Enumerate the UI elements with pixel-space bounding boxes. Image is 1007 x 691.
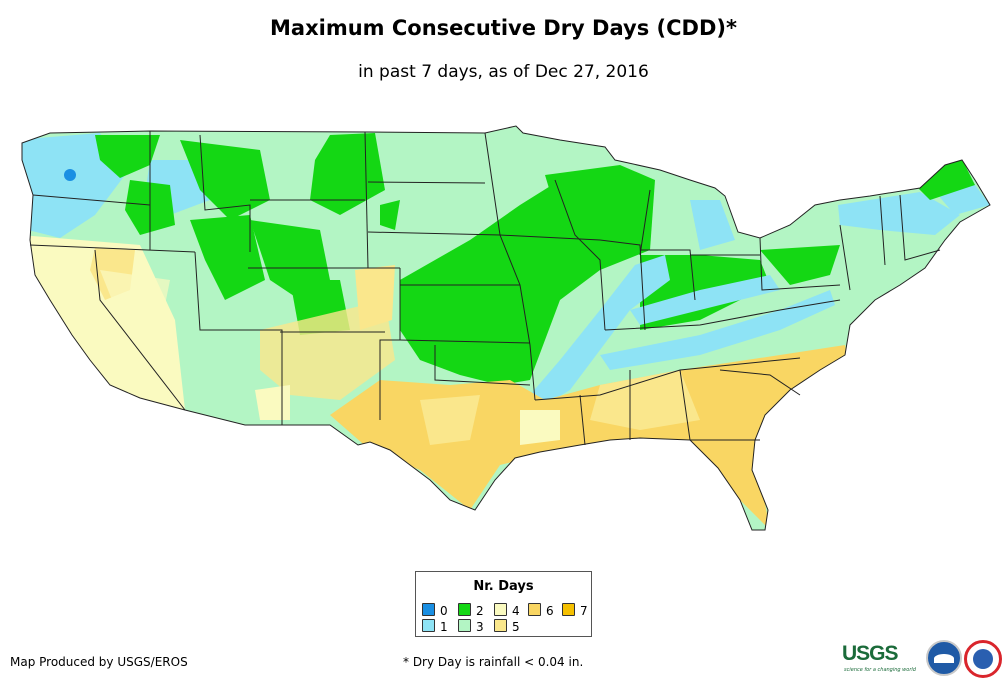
legend-item-5: 5	[494, 619, 520, 634]
cdd-map	[21, 125, 991, 531]
legend-item-4: 4	[494, 603, 520, 618]
legend-item-1: 1	[422, 619, 448, 634]
legend-swatch-1	[422, 619, 435, 632]
noaa-logo	[926, 640, 962, 676]
legend-item-2: 2	[458, 603, 484, 618]
cdd-fill	[22, 126, 990, 530]
map-subtitle: in past 7 days, as of Dec 27, 2016	[358, 62, 649, 82]
legend-swatch-7	[562, 603, 575, 616]
map-credit: Map Produced by USGS/EROS	[10, 655, 188, 669]
legend-item-3: 3	[458, 619, 484, 634]
legend: Nr. Days 0 1 2 3 4 5 6 7	[415, 571, 592, 637]
agency-logos: USGS science for a changing world	[842, 638, 1002, 678]
legend-item-6: 6	[528, 603, 554, 618]
legend-swatch-5	[494, 619, 507, 632]
legend-swatch-6	[528, 603, 541, 616]
state-borders	[21, 125, 991, 531]
legend-swatch-2	[458, 603, 471, 616]
legend-swatch-4	[494, 603, 507, 616]
nws-logo	[964, 640, 1002, 678]
legend-swatch-3	[458, 619, 471, 632]
usgs-logo: USGS	[842, 642, 899, 665]
usgs-tagline: science for a changing world	[844, 667, 916, 673]
legend-title: Nr. Days	[473, 579, 534, 594]
legend-item-0: 0	[422, 603, 448, 618]
map-title: Maximum Consecutive Dry Days (CDD)*	[270, 16, 737, 40]
legend-item-7: 7	[562, 603, 588, 618]
dry-day-note: * Dry Day is rainfall < 0.04 in.	[403, 655, 584, 669]
legend-swatch-0	[422, 603, 435, 616]
